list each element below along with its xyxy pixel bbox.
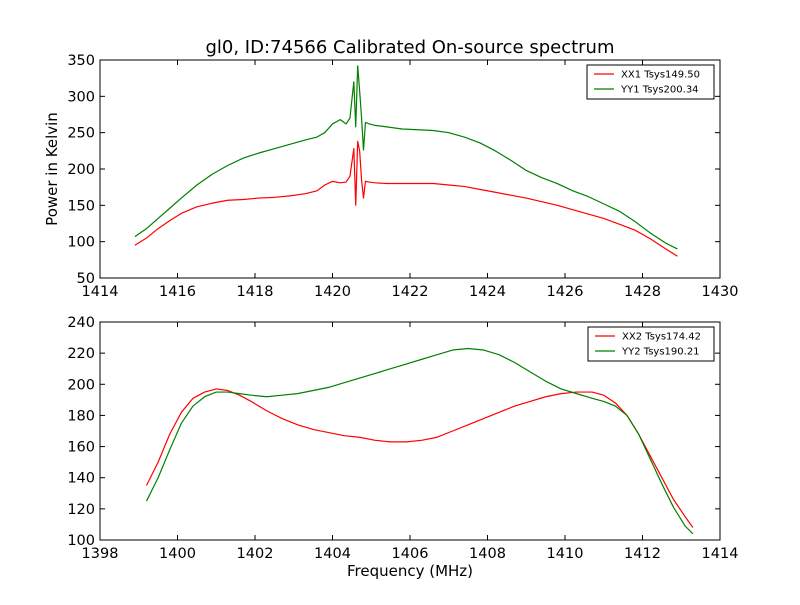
series-line-yy2	[145, 347, 694, 535]
y-tick-label: 250	[67, 126, 95, 142]
x-tick-label: 1408	[469, 546, 506, 562]
bottom-panel: Frequency (MHz) 1398 1400 1402 1404 1406 1408…	[67, 315, 738, 580]
y-tick-label: 120	[67, 502, 95, 518]
top-y-axis-label: Power in Kelvin	[43, 112, 61, 226]
y-tick-label: 140	[67, 471, 95, 487]
bottom-series	[145, 347, 694, 535]
y-tick-label: 350	[67, 53, 95, 69]
y-tick-label: 200	[67, 162, 95, 178]
x-tick-label: 1412	[624, 546, 661, 562]
chart-title: gl0, ID:74566 Calibrated On-source spect…	[205, 37, 614, 58]
y-tick-label: 160	[67, 440, 95, 456]
series-line-xx1	[134, 140, 678, 257]
y-tick-label: 150	[67, 198, 95, 214]
y-tick-label: 220	[67, 346, 95, 362]
legend-label-xx2: XX2 Tsys174.42	[622, 332, 701, 343]
x-tick-label: 1428	[624, 284, 661, 300]
y-tick-label: 180	[67, 408, 95, 424]
top-y-ticks: 50 100 150 200 250 300 350	[67, 53, 720, 287]
x-tick-label: 1420	[314, 284, 351, 300]
x-tick-label: 1400	[159, 546, 196, 562]
y-tick-label: 300	[67, 89, 95, 105]
bottom-legend-box	[587, 326, 715, 362]
top-series	[134, 65, 678, 257]
y-tick-label: 50	[77, 271, 95, 287]
x-tick-label: 1430	[702, 284, 739, 300]
y-tick-label: 100	[67, 235, 95, 251]
bottom-legend: XX2 Tsys174.42 YY2 Tsys190.21	[587, 326, 715, 362]
top-x-ticks: 1414 1416 1418 1420 1422 1424 1426 1428 1430	[82, 60, 739, 300]
x-tick-label: 1402	[237, 546, 274, 562]
x-tick-label: 1404	[314, 546, 351, 562]
bottom-x-ticks: 1398 1400 1402 1404 1406 1408 1410 1412 1414	[82, 322, 739, 562]
series-line-xx2	[145, 388, 694, 528]
legend-label-yy1: YY1 Tsys200.34	[620, 85, 699, 96]
bottom-y-ticks: 100 120 140 160 180 200 220 240	[67, 315, 720, 549]
x-tick-label: 1406	[392, 546, 429, 562]
legend-label-yy2: YY2 Tsys190.21	[621, 347, 700, 358]
x-tick-label: 1398	[82, 546, 119, 562]
x-tick-label: 1410	[547, 546, 584, 562]
top-legend: XX1 Tsys149.50 YY1 Tsys200.34	[586, 64, 715, 100]
legend-label-xx1: XX1 Tsys149.50	[621, 70, 700, 81]
x-tick-label: 1414	[82, 284, 119, 300]
x-tick-label: 1418	[237, 284, 274, 300]
x-tick-label: 1422	[392, 284, 429, 300]
x-tick-label: 1416	[159, 284, 196, 300]
x-tick-label: 1426	[547, 284, 584, 300]
top-legend-box	[586, 64, 715, 100]
x-tick-label: 1414	[702, 546, 739, 562]
y-tick-label: 200	[67, 377, 95, 393]
bottom-x-axis-label: Frequency (MHz)	[347, 562, 473, 580]
top-panel: Power in Kelvin 1414 1416 1418 1420 1422 1424…	[43, 53, 738, 300]
y-tick-label: 240	[67, 315, 95, 331]
x-tick-label: 1424	[469, 284, 506, 300]
series-line-yy1	[134, 65, 678, 250]
y-tick-label: 100	[67, 533, 95, 549]
